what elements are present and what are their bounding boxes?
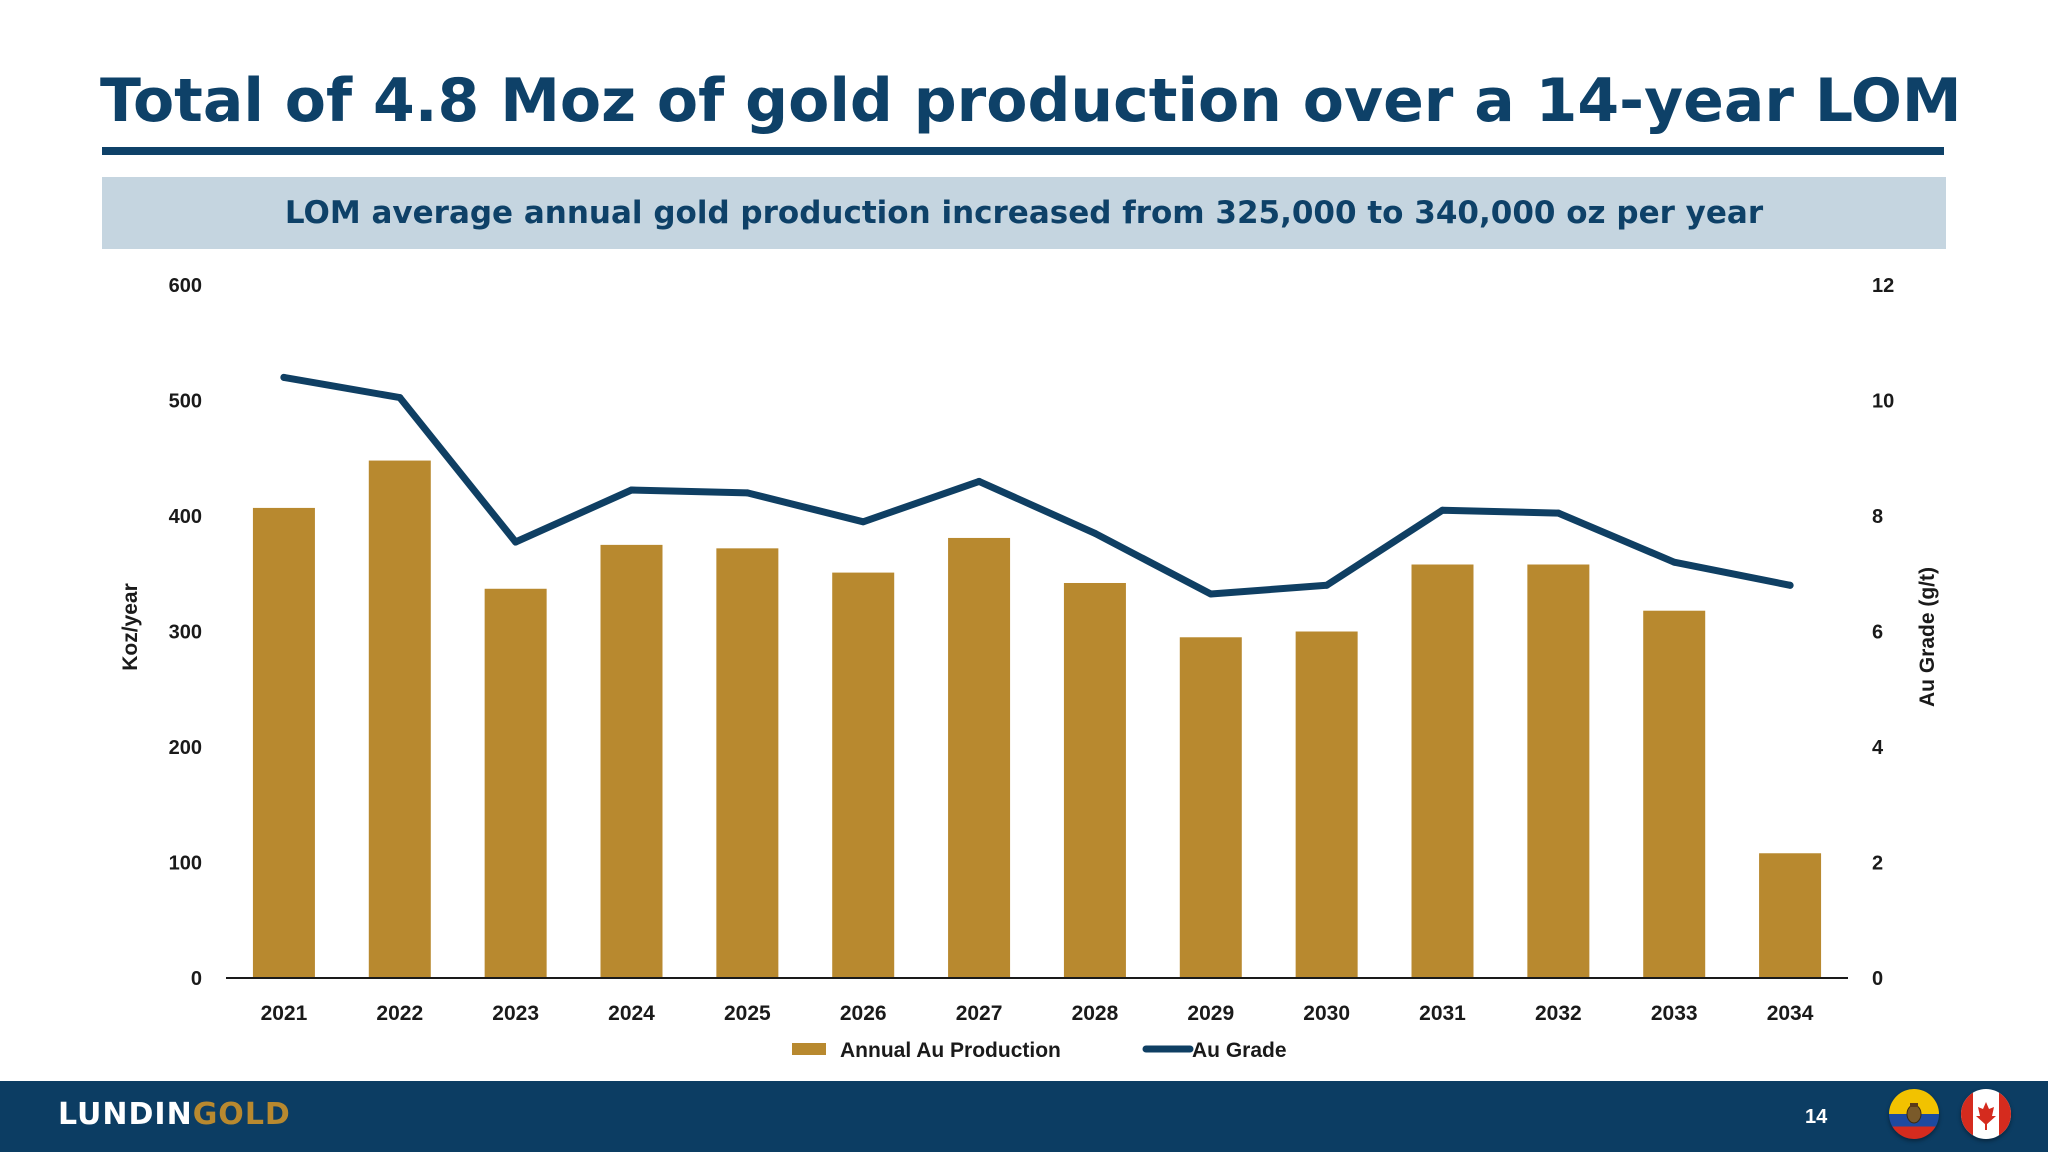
x-tick-label: 2032: [1535, 1002, 1582, 1025]
x-tick-label: 2034: [1767, 1002, 1814, 1025]
y2-tick-label: 10: [1872, 391, 1894, 413]
bar-2027: [948, 537, 1011, 978]
y2-tick-label: 2: [1872, 853, 1883, 875]
bar-2029: [1179, 637, 1242, 978]
x-tick-label: 2025: [724, 1002, 771, 1025]
lundin-gold-logo: LUNDINGOLD: [58, 1097, 291, 1132]
y-tick-label: 500: [169, 391, 202, 413]
au-grade-point: [859, 518, 867, 526]
x-tick-label: 2026: [840, 1002, 887, 1025]
x-tick-label: 2022: [376, 1002, 423, 1025]
bar-2026: [832, 572, 895, 978]
y-tick-label: 400: [169, 506, 202, 528]
canada-flag-icon: [1961, 1089, 2011, 1139]
y2-tick-label: 6: [1872, 622, 1883, 644]
x-tick-label: 2024: [608, 1002, 655, 1025]
au-grade-point: [1207, 590, 1215, 598]
y2-tick-label: 8: [1872, 506, 1883, 528]
bar-2021: [252, 507, 315, 978]
logo-part-gold: GOLD: [192, 1097, 291, 1132]
au-grade-point: [1091, 529, 1099, 537]
au-grade-point: [1323, 581, 1331, 589]
subtitle-banner: LOM average annual gold production incre…: [102, 177, 1946, 249]
x-tick-label: 2031: [1419, 1002, 1466, 1025]
x-tick-label: 2023: [492, 1002, 539, 1025]
au-grade-point: [396, 394, 404, 402]
x-tick-label: 2033: [1651, 1002, 1698, 1025]
y-tick-label: 200: [169, 737, 202, 759]
au-grade-point: [280, 373, 288, 381]
page-number: 14: [1805, 1106, 1828, 1128]
x-tick-label: 2030: [1303, 1002, 1350, 1025]
legend-label-grade: Au Grade: [1192, 1039, 1287, 1062]
y-axis-title: Koz/year: [119, 583, 142, 671]
legend-swatch-production: [792, 1043, 826, 1055]
bar-2032: [1527, 564, 1590, 978]
au-grade-point: [1670, 558, 1678, 566]
bar-2033: [1643, 610, 1706, 978]
bar-2028: [1063, 582, 1126, 978]
x-tick-label: 2028: [1072, 1002, 1119, 1025]
logo-part-lundin: LUNDIN: [58, 1097, 193, 1132]
ecuador-flag-icon: [1889, 1089, 1939, 1139]
x-tick-label: 2029: [1187, 1002, 1234, 1025]
au-grade-point: [1439, 506, 1446, 514]
y2-tick-label: 0: [1872, 968, 1883, 990]
y-tick-label: 600: [169, 275, 202, 297]
bar-2034: [1759, 853, 1822, 978]
bar-2023: [484, 588, 547, 978]
au-grade-point: [512, 538, 520, 546]
y-tick-label: 0: [191, 968, 202, 990]
au-grade-point: [743, 489, 751, 497]
y2-tick-label: 4: [1872, 737, 1884, 759]
title-divider: [102, 147, 1944, 155]
bar-2025: [716, 548, 779, 978]
footer-bar: LUNDINGOLD 14: [0, 1081, 2048, 1152]
x-tick-label: 2027: [956, 1002, 1003, 1025]
x-tick-label: 2021: [261, 1002, 308, 1025]
y-tick-label: 100: [169, 853, 202, 875]
y2-axis-title: Au Grade (g/t): [1916, 567, 1939, 707]
y2-tick-label: 12: [1872, 275, 1894, 297]
au-grade-point: [1554, 509, 1562, 517]
production-grade-chart: 0 100 200 300 400 500 600 0 2 4 6 8 10 12 Koz/year Au G…: [119, 275, 1939, 1062]
y-tick-label: 300: [169, 622, 202, 644]
bar-2031: [1411, 564, 1474, 978]
bar-2030: [1295, 631, 1358, 978]
au-grade-line: [280, 373, 1794, 598]
slide-title: Total of 4.8 Moz of gold production over…: [100, 66, 1962, 136]
bar-2024: [600, 544, 663, 978]
au-grade-point: [1786, 581, 1794, 589]
au-grade-point: [628, 486, 635, 494]
bar-2022: [368, 460, 431, 978]
au-grade-point: [975, 477, 983, 485]
slide-subtitle: LOM average annual gold production incre…: [284, 195, 1764, 231]
legend-label-production: Annual Au Production: [840, 1039, 1061, 1062]
